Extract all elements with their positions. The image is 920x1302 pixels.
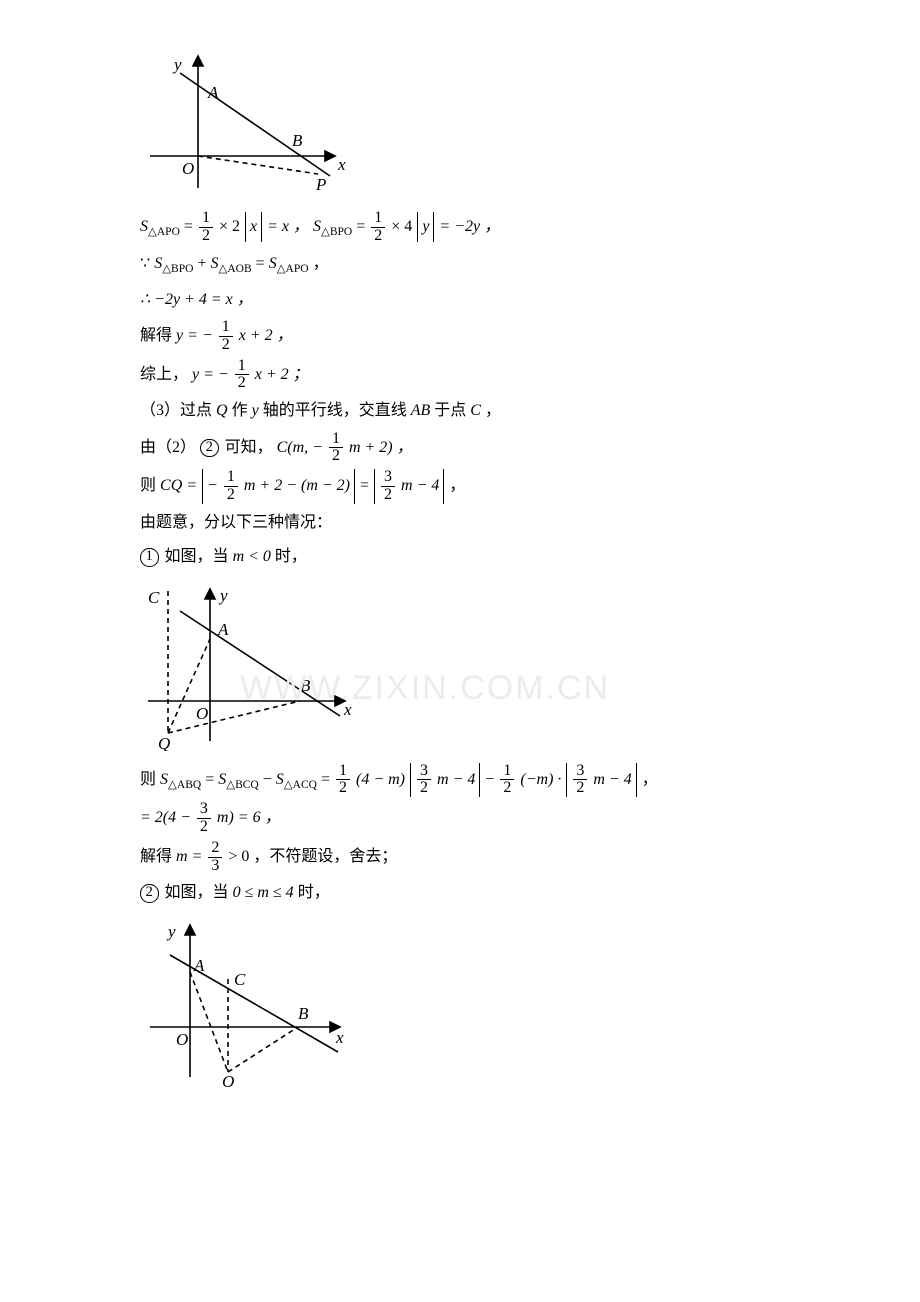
eq-summary: 综上， y = − 12 x + 2 ； — [140, 358, 780, 393]
fig1-label-O: O — [182, 159, 194, 178]
fig2-label-Q: Q — [158, 734, 170, 751]
eq-CQ: 则 CQ = − 12 m + 2 − (m − 2) = 32 m − 4 ， — [140, 469, 780, 504]
fig1-label-y: y — [172, 55, 182, 74]
by-2-2: 由（2） 2 可知， C(m, − 12 m + 2) ， — [140, 431, 780, 466]
case-2: 2 如图，当 0 ≤ m ≤ 4 时， — [140, 878, 780, 908]
eq-because: ∵ S△BPO + S△AOB = S△APO ， — [140, 249, 780, 281]
fig3-label-A: A — [193, 956, 205, 975]
fig3-label-y: y — [166, 922, 176, 941]
fig2-label-A: A — [217, 620, 229, 639]
fig2-label-O: O — [196, 704, 208, 723]
fig1-label-B: B — [292, 131, 303, 150]
figure-2: y C A B O Q x — [140, 581, 360, 751]
fig3-label-O: O — [176, 1030, 188, 1049]
part3-intro: （3）过点 Q 作 y 轴的平行线，交直线 AB 于点 C ， — [140, 396, 780, 426]
fig2-label-B: B — [300, 676, 311, 695]
eq-solve-m: 解得 m = 23 > 0 ，不符题设，舍去； — [140, 840, 780, 875]
fig2-label-y: y — [218, 586, 228, 605]
fig3-label-C: C — [234, 970, 246, 989]
fig3-label-B: B — [298, 1004, 309, 1023]
fig2-label-C: C — [148, 588, 160, 607]
figure-1: y A B O P x — [140, 48, 350, 198]
fig1-label-A: A — [207, 83, 219, 102]
three-cases: 由题意，分以下三种情况： — [140, 508, 780, 538]
eq-therefore: ∴ −2y + 4 = x ， — [140, 285, 780, 315]
eq-sapo-sbpo: S△APO = 12 × 2 x = x ， S△BPO = 12 × 4 y … — [140, 210, 780, 245]
eq-solve-y: 解得 y = − 12 x + 2 ， — [140, 319, 780, 354]
case-1: 1 如图，当 m < 0 时， — [140, 542, 780, 572]
fig2-label-x: x — [343, 700, 352, 719]
page: WWW.ZIXIN.COM.CN y A B O P x S△APO = 12 … — [140, 48, 780, 1087]
eq-SABQ: 则 S△ABQ = S△BCQ − S△ACQ = 12 (4 − m) 32 … — [140, 763, 780, 798]
figure-3: y A C B O Q x — [140, 917, 350, 1087]
eq-simplify: = 2(4 − 32 m) = 6 ， — [140, 801, 780, 836]
fig1-label-P: P — [315, 175, 326, 194]
fig1-label-x: x — [337, 155, 346, 174]
fig3-label-Q: Q — [222, 1072, 234, 1087]
fig3-label-x: x — [335, 1028, 344, 1047]
